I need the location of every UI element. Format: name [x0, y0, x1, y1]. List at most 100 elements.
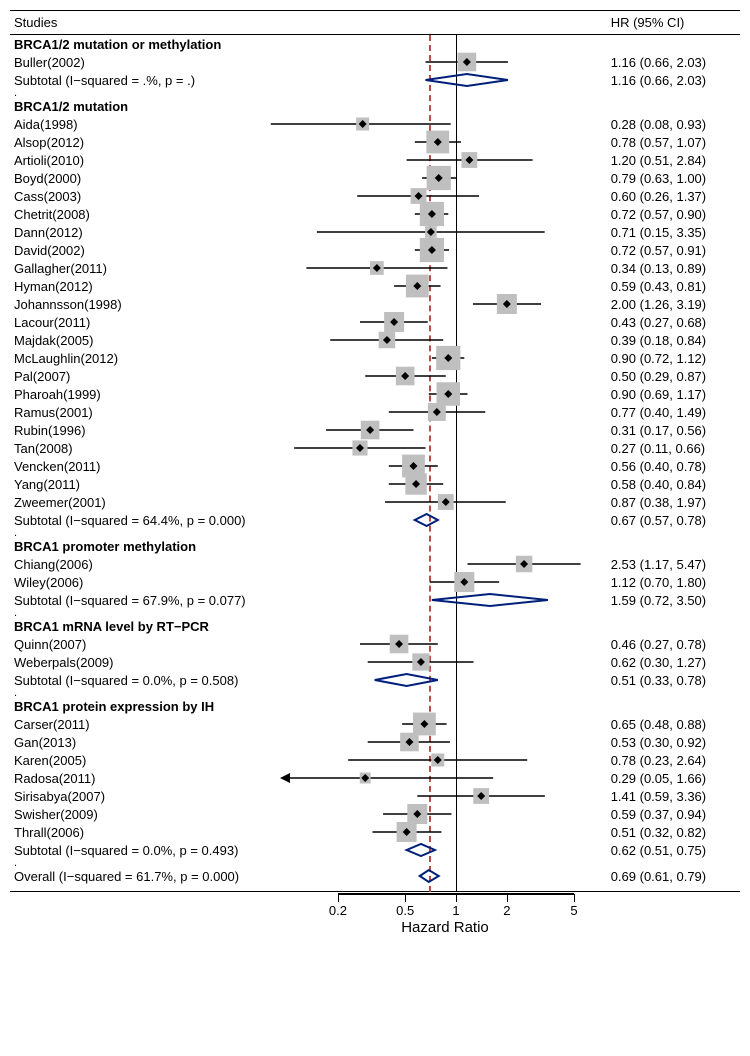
- hr-value: 0.51 (0.32, 0.82): [611, 825, 740, 840]
- hr-value: 1.59 (0.72, 3.50): [611, 593, 740, 608]
- group-spacer: .: [10, 609, 740, 617]
- study-label: Majdak(2005): [10, 333, 283, 348]
- axis-container: 0.20.5125 Hazard Ratio: [10, 892, 740, 894]
- axis-tick-label: 1: [452, 903, 459, 918]
- hr-value: 0.34 (0.13, 0.89): [611, 261, 740, 276]
- table-row: Rubin(1996) 0.31 (0.17, 0.56): [10, 421, 740, 439]
- hr-value: 0.56 (0.40, 0.78): [611, 459, 740, 474]
- hr-value: 1.20 (0.51, 2.84): [611, 153, 740, 168]
- axis-tick: [574, 894, 575, 902]
- forest-plot: Studies HR (95% CI) BRCA1/2 mutation or …: [10, 10, 740, 942]
- table-row: Quinn(2007)0.46 (0.27, 0.78): [10, 635, 740, 653]
- hr-value: 0.43 (0.27, 0.68): [611, 315, 740, 330]
- study-label: Wiley(2006): [10, 575, 283, 590]
- axis-tick-label: 0.2: [329, 903, 347, 918]
- table-row: Radosa(2011) 0.29 (0.05, 1.66): [10, 769, 740, 787]
- table-row: Gallagher(2011) 0.34 (0.13, 0.89): [10, 259, 740, 277]
- study-label: McLaughlin(2012): [10, 351, 283, 366]
- table-row: Wiley(2006)1.12 (0.70, 1.80): [10, 573, 740, 591]
- table-row: Johannsson(1998)2.00 (1.26, 3.19): [10, 295, 740, 313]
- hr-value: 0.53 (0.30, 0.92): [611, 735, 740, 750]
- hr-value: 0.28 (0.08, 0.93): [611, 117, 740, 132]
- table-row: Vencken(2011)0.56 (0.40, 0.78): [10, 457, 740, 475]
- table-row: Alsop(2012)0.78 (0.57, 1.07): [10, 133, 740, 151]
- study-label: Johannsson(1998): [10, 297, 283, 312]
- hr-value: 0.46 (0.27, 0.78): [611, 637, 740, 652]
- table-row: Lacour(2011) 0.43 (0.27, 0.68): [10, 313, 740, 331]
- table-row: Cass(2003) 0.60 (0.26, 1.37): [10, 187, 740, 205]
- study-label: Buller(2002): [10, 55, 283, 70]
- hr-value: 0.60 (0.26, 1.37): [611, 189, 740, 204]
- hr-value: 0.51 (0.33, 0.78): [611, 673, 740, 688]
- study-label: Subtotal (I−squared = 67.9%, p = 0.077): [10, 593, 283, 608]
- hr-value: 0.77 (0.40, 1.49): [611, 405, 740, 420]
- table-row: McLaughlin(2012) 0.90 (0.72, 1.12): [10, 349, 740, 367]
- hr-value: 0.31 (0.17, 0.56): [611, 423, 740, 438]
- study-label: Ramus(2001): [10, 405, 283, 420]
- study-label: Sirisabya(2007): [10, 789, 283, 804]
- hr-value: 0.62 (0.30, 1.27): [611, 655, 740, 670]
- study-label: Subtotal (I−squared = .%, p = .): [10, 73, 283, 88]
- table-row: Hyman(2012) 0.59 (0.43, 0.81): [10, 277, 740, 295]
- hr-value: 0.90 (0.72, 1.12): [611, 351, 740, 366]
- group-spacer: .: [10, 689, 740, 697]
- table-row: Karen(2005)0.78 (0.23, 2.64): [10, 751, 740, 769]
- table-row: Chetrit(2008)0.72 (0.57, 0.90): [10, 205, 740, 223]
- study-label: Thrall(2006): [10, 825, 283, 840]
- study-label: Gallagher(2011): [10, 261, 283, 276]
- study-label: David(2002): [10, 243, 283, 258]
- study-label: Subtotal (I−squared = 0.0%, p = 0.493): [10, 843, 283, 858]
- hr-value: 0.50 (0.29, 0.87): [611, 369, 740, 384]
- hr-value: 0.58 (0.40, 0.84): [611, 477, 740, 492]
- study-label: Lacour(2011): [10, 315, 283, 330]
- hr-value: 1.41 (0.59, 3.36): [611, 789, 740, 804]
- hr-value: 0.65 (0.48, 0.88): [611, 717, 740, 732]
- hr-value: 1.16 (0.66, 2.03): [611, 55, 740, 70]
- hr-value: 0.69 (0.61, 0.79): [611, 869, 740, 884]
- table-row: Overall (I−squared = 61.7%, p = 0.000) 0.…: [10, 867, 740, 885]
- hr-value: 0.87 (0.38, 1.97): [611, 495, 740, 510]
- hr-value: 0.29 (0.05, 1.66): [611, 771, 740, 786]
- study-label: Weberpals(2009): [10, 655, 283, 670]
- table-row: Swisher(2009)0.59 (0.37, 0.94): [10, 805, 740, 823]
- axis-tick: [507, 894, 508, 902]
- footer-space: [10, 894, 740, 942]
- study-label: Carser(2011): [10, 717, 283, 732]
- axis-tick-label: 5: [570, 903, 577, 918]
- group-spacer: .: [10, 89, 740, 97]
- x-axis-label: Hazard Ratio: [401, 919, 489, 936]
- table-row: Ramus(2001) 0.77 (0.40, 1.49): [10, 403, 740, 421]
- study-label: Rubin(1996): [10, 423, 283, 438]
- table-row: David(2002)0.72 (0.57, 0.91): [10, 241, 740, 259]
- study-label: Cass(2003): [10, 189, 283, 204]
- header-plot-spacer: [283, 15, 611, 30]
- study-label: Gan(2013): [10, 735, 283, 750]
- table-row: Dann(2012)0.71 (0.15, 3.35): [10, 223, 740, 241]
- group-spacer: .: [10, 529, 740, 537]
- table-row: Boyd(2000)0.79 (0.63, 1.00): [10, 169, 740, 187]
- hr-value: 0.62 (0.51, 0.75): [611, 843, 740, 858]
- table-row: Chiang(2006)2.53 (1.17, 5.47): [10, 555, 740, 573]
- study-label: Hyman(2012): [10, 279, 283, 294]
- study-label: Pharoah(1999): [10, 387, 283, 402]
- hr-value: 1.16 (0.66, 2.03): [611, 73, 740, 88]
- table-row: Pal(2007) 0.50 (0.29, 0.87): [10, 367, 740, 385]
- study-label: Radosa(2011): [10, 771, 283, 786]
- study-label: Yang(2011): [10, 477, 283, 492]
- table-row: Sirisabya(2007) 1.41 (0.59, 3.36): [10, 787, 740, 805]
- study-label: Karen(2005): [10, 753, 283, 768]
- study-label: Overall (I−squared = 61.7%, p = 0.000): [10, 869, 283, 884]
- group-spacer: .: [10, 859, 740, 867]
- table-row: Pharoah(1999)0.90 (0.69, 1.17): [10, 385, 740, 403]
- table-row: Tan(2008)0.27 (0.11, 0.66): [10, 439, 740, 457]
- table-row: Yang(2011) 0.58 (0.40, 0.84): [10, 475, 740, 493]
- hr-value: 0.72 (0.57, 0.90): [611, 207, 740, 222]
- hr-value: 0.71 (0.15, 3.35): [611, 225, 740, 240]
- hr-value: 2.53 (1.17, 5.47): [611, 557, 740, 572]
- table-row: Carser(2011) 0.65 (0.48, 0.88): [10, 715, 740, 733]
- hr-value: 0.59 (0.43, 0.81): [611, 279, 740, 294]
- axis-tick: [405, 894, 406, 902]
- study-label: Pal(2007): [10, 369, 283, 384]
- hr-value: 0.59 (0.37, 0.94): [611, 807, 740, 822]
- axis-tick: [456, 894, 457, 902]
